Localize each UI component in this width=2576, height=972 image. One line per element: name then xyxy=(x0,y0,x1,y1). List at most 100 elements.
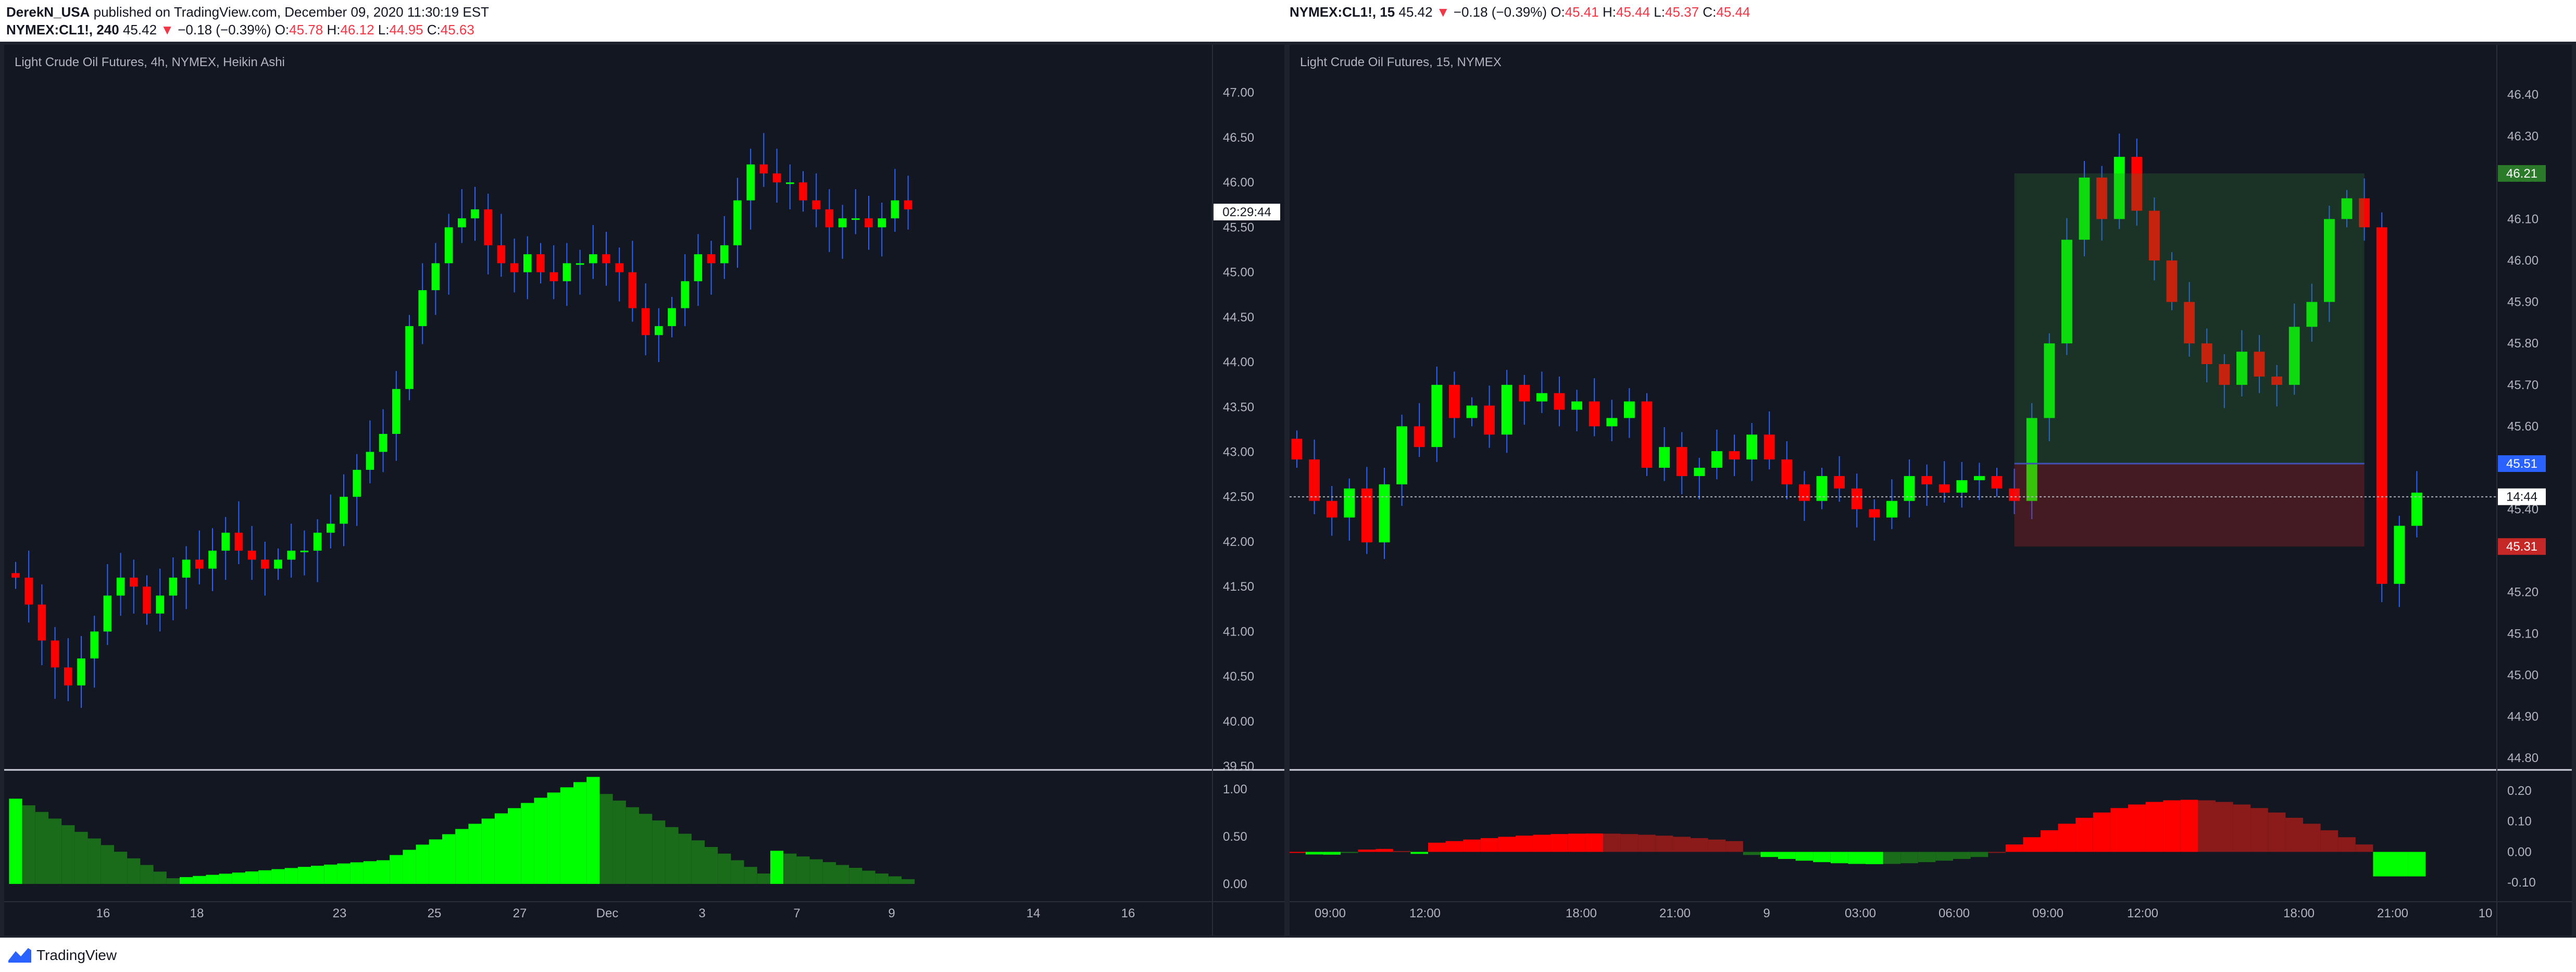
oscillator-bar xyxy=(2041,830,2058,852)
oscillator-bar xyxy=(836,865,849,884)
time-tick-label: 16 xyxy=(1121,906,1135,920)
oscillator-bar xyxy=(48,818,62,884)
candle-body xyxy=(90,631,99,659)
candle-body xyxy=(2184,302,2195,344)
oscillator-bar xyxy=(2320,830,2339,852)
candle-body xyxy=(51,640,59,668)
oscillator-bar xyxy=(180,877,193,884)
right-price: 45.42 xyxy=(1398,4,1433,20)
oscillator-bar xyxy=(1813,852,1831,863)
oscillator-bar xyxy=(245,871,259,884)
footer-brand[interactable]: TradingView xyxy=(36,947,117,963)
left-quote-line: NYMEX:CL1!, 240 45.42 ▼ −0.18 (−0.39%) O… xyxy=(6,22,474,38)
oscillator-bar xyxy=(1708,839,1726,852)
countdown-label-bg xyxy=(1214,204,1280,221)
time-tick-label: 3 xyxy=(698,906,705,920)
candle-body xyxy=(2236,352,2247,385)
candle-body xyxy=(2131,157,2143,211)
oscillator-bar xyxy=(258,870,272,884)
price-tick-label: 45.90 xyxy=(2507,295,2539,309)
candle-body xyxy=(1834,476,1845,489)
oscillator-bar xyxy=(363,861,377,884)
candle-body xyxy=(1501,384,1512,435)
oscillator-bar xyxy=(2268,812,2286,852)
left-chart-panel[interactable]: 47.00 46.50 46.00 45.50 45.00 44.50 44.00 43.50… xyxy=(4,45,1284,936)
candle-body xyxy=(2061,240,2072,344)
candle-body xyxy=(247,551,256,560)
oscillator-bar xyxy=(902,879,915,884)
oscillator-bar xyxy=(1358,849,1376,852)
oscillator-bar xyxy=(61,825,75,884)
oscillator-bar xyxy=(744,867,757,884)
oscillator-bar xyxy=(2285,817,2303,852)
candle-body xyxy=(510,263,519,272)
candle-body xyxy=(694,254,703,281)
price-label-bg xyxy=(2498,455,2546,472)
candle-body xyxy=(2254,352,2265,377)
candle-body xyxy=(1554,393,1565,410)
candle-body xyxy=(2044,343,2055,418)
candle-body xyxy=(1431,384,1443,447)
candle-body xyxy=(707,254,716,264)
oscillator-bar xyxy=(1375,849,1393,852)
candle-body xyxy=(1939,484,1950,493)
candle-body xyxy=(1694,467,1705,476)
time-tick-label: 06:00 xyxy=(1939,906,1970,920)
oscillator-bar xyxy=(311,866,324,884)
oscillator-bar xyxy=(875,873,889,884)
candle-body xyxy=(549,272,558,281)
candle-body xyxy=(1711,451,1722,468)
candle-body xyxy=(785,182,794,184)
candle-body xyxy=(353,469,361,497)
candle-body xyxy=(1746,434,1758,460)
candle-body xyxy=(1659,447,1670,468)
price-tick-label: 46.00 xyxy=(1223,176,1254,190)
price-tick-label: 46.50 xyxy=(1223,131,1254,145)
oscillator-bar xyxy=(1568,833,1586,852)
right-chart-panel[interactable]: 46.4046.3046.2046.1046.0045.9045.8045.70… xyxy=(1290,45,2572,936)
candle-body xyxy=(1291,439,1303,460)
time-tick-label: 03:00 xyxy=(1845,906,1876,920)
oscillator-bar xyxy=(1533,834,1551,852)
oscillator-bar xyxy=(324,864,337,884)
time-tick-label: 9 xyxy=(1763,906,1770,920)
oscillator-bar xyxy=(2005,844,2023,852)
candle-body xyxy=(431,263,440,291)
oscillator-bar xyxy=(403,850,416,884)
oscillator-bar xyxy=(718,853,731,884)
time-tick-label: 12:00 xyxy=(1409,906,1441,920)
oscillator-bar xyxy=(1290,852,1306,853)
right-chart-svg[interactable]: 46.4046.3046.2046.1046.0045.9045.8045.70… xyxy=(1290,45,2572,936)
left-chart-svg[interactable]: 47.00 46.50 46.00 45.50 45.00 44.50 44.00 43.50… xyxy=(4,45,1284,936)
oscillator-bar xyxy=(1463,839,1481,852)
price-tick-label: 46.30 xyxy=(2507,129,2539,143)
oscillator-bar xyxy=(2338,837,2356,852)
price-tick-label: 45.10 xyxy=(2507,627,2539,641)
publisher-name[interactable]: DerekN_USA xyxy=(6,4,90,20)
candle-body xyxy=(1606,418,1618,427)
oscillator-bar xyxy=(2355,844,2373,852)
candle-body xyxy=(1973,476,1985,480)
oscillator-bar xyxy=(2128,804,2146,852)
oscillator-bar xyxy=(2093,812,2111,852)
price-tick-label: 40.50 xyxy=(1223,670,1254,684)
oscillator-bar xyxy=(1743,852,1761,855)
oscillator-bar xyxy=(1848,852,1866,864)
left-high: 46.12 xyxy=(340,22,374,38)
price-tick-label: 45.00 xyxy=(1223,266,1254,280)
oscillator-bar xyxy=(521,803,534,884)
candle-body xyxy=(681,281,690,308)
tradingview-logo-icon[interactable] xyxy=(7,945,32,964)
time-tick-label: 27 xyxy=(513,906,527,920)
oscillator-bar xyxy=(534,797,547,884)
time-tick-label: 16 xyxy=(96,906,110,920)
oscillator-bar xyxy=(468,824,482,884)
oscillator-tick-label: -0.10 xyxy=(2507,876,2536,890)
oscillator-bar xyxy=(2233,804,2251,852)
oscillator-bar xyxy=(114,852,128,884)
oscillator-bar xyxy=(74,831,88,884)
oscillator-bar xyxy=(1830,852,1848,864)
candle-body xyxy=(1326,501,1337,518)
candle-body xyxy=(2359,198,2370,228)
candle-body xyxy=(37,604,46,641)
